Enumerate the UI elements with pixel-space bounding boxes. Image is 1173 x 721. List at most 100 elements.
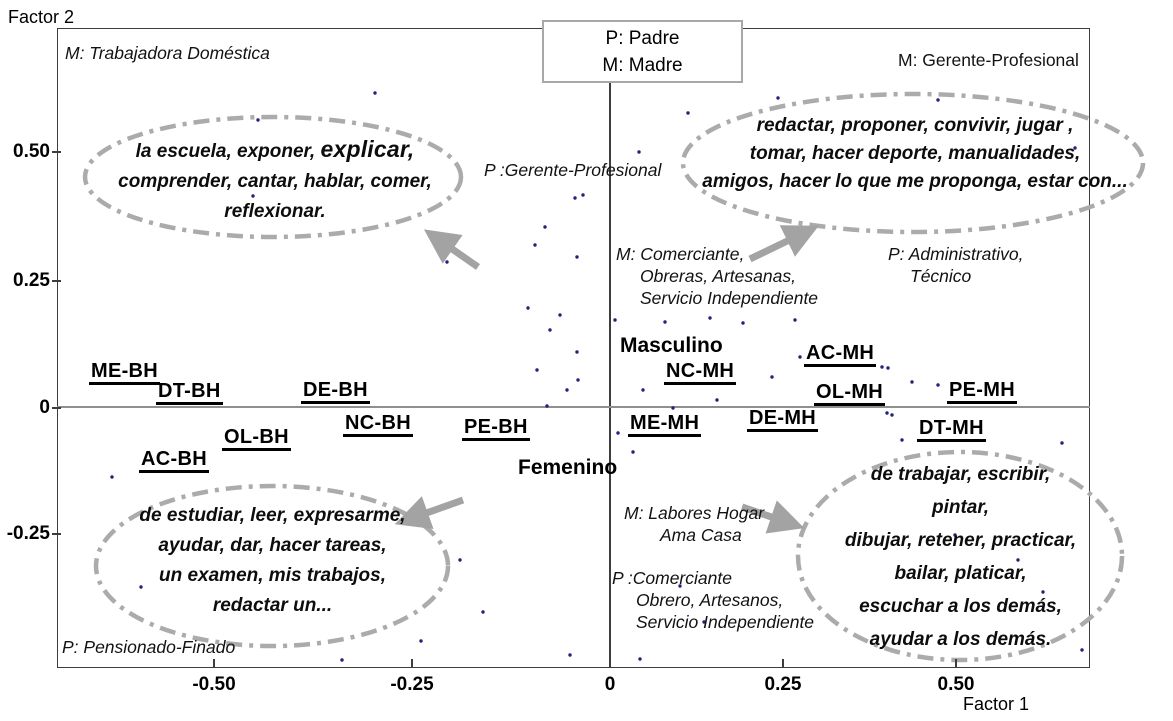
ellipse-text-line: ayudar, dar, hacer tareas,	[110, 531, 435, 561]
text-segment: reflexionar.	[224, 201, 326, 222]
x-tick-mark	[213, 659, 215, 668]
ellipse-text-line: redactar, proponer, convivir, jugar ,	[690, 112, 1140, 140]
annotation-line: P: Pensionado-Finado	[62, 637, 236, 657]
annotation-line: P: Administrativo,	[888, 244, 1024, 264]
point-label-ac-mh: AC-MH	[804, 343, 877, 368]
ellipse-text-line: de estudiar, leer, expresarme,	[110, 501, 435, 531]
ellipse-text-line: tomar, hacer deporte, manualidades,	[690, 140, 1140, 168]
x-tick-mark	[782, 659, 784, 668]
x-tick-mark	[955, 659, 957, 668]
y-tick-mark	[52, 151, 61, 153]
x-tick-mark	[609, 659, 611, 668]
ellipse-bottom-right-text: de trabajar, escribir, pintar, dibujar, re…	[808, 458, 1113, 656]
annotation-line: M: Trabajadora Doméstica	[65, 43, 270, 63]
ellipse-text-line: reflexionar.	[100, 197, 450, 227]
annotation-father-administrative-technical: P: Administrativo, Técnico	[888, 243, 1024, 287]
x-tick-label: 0.50	[937, 674, 975, 695]
text-segment: ayudar a los demás.	[869, 629, 1052, 650]
ellipse-text-line: escuchar a los demás,	[808, 590, 1113, 623]
x-tick-label: -0.25	[390, 674, 434, 695]
text-segment: comprender, cantar, hablar, comer,	[118, 171, 432, 192]
x-tick-mark	[411, 659, 413, 668]
text-segment: bailar, platicar,	[894, 563, 1027, 584]
point-label-me-mh: ME-MH	[628, 413, 702, 438]
ellipse-top-left-text: la escuela, exponer, explicar, comprender…	[100, 134, 450, 227]
point-label-me-bh: ME-BH	[89, 361, 161, 386]
text-segment: de estudiar, leer, expresarme,	[139, 505, 406, 526]
annotation-father-pensioner-deceased: P: Pensionado-Finado	[62, 636, 235, 658]
ellipse-text-line: dibujar, retener, practicar,	[808, 524, 1113, 557]
x-axis-title: Factor 1	[963, 694, 1030, 714]
annotation-line: Ama Casa	[660, 525, 742, 545]
legend-box: P: Padre M: Madre	[542, 20, 743, 83]
annotation-line: M: Comerciante,	[616, 244, 745, 264]
x-tick-label: 0.25	[764, 674, 802, 695]
y-axis-title: Factor 2	[8, 7, 75, 27]
y-tick-label: 0	[39, 397, 50, 418]
ellipse-bottom-left-text: de estudiar, leer, expresarme, ayudar, da…	[110, 501, 435, 621]
point-label-ac-bh: AC-BH	[139, 449, 209, 474]
point-label-nc-bh: NC-BH	[343, 413, 413, 438]
point-label-pe-mh: PE-MH	[947, 380, 1017, 405]
emphasized-word: explicar,	[320, 136, 415, 162]
legend-line-padre: P: Padre	[605, 27, 680, 49]
y-tick-label: 0.50	[13, 141, 50, 162]
y-tick-mark	[52, 407, 61, 409]
annotation-line: Servicio Independiente	[640, 288, 819, 308]
point-label-ol-mh: OL-MH	[814, 382, 886, 407]
text-segment: redactar un...	[212, 595, 333, 616]
vertical-zero-axis	[609, 83, 611, 668]
text-segment: amigos, hacer lo que me proponga, estar …	[702, 171, 1128, 192]
point-label-de-bh: DE-BH	[301, 380, 370, 405]
point-label-dt-bh: DT-BH	[156, 381, 223, 406]
annotation-line: Obrero, Artesanos,	[636, 590, 784, 610]
annotation-line: P :Gerente-Profesional	[484, 160, 662, 180]
point-label-dt-mh: DT-MH	[917, 418, 986, 443]
ellipse-text-line: ayudar a los demás.	[808, 623, 1113, 656]
annotation-mother-manager-professional: M: Gerente-Profesional	[898, 49, 1079, 71]
group-label-femenino: Femenino	[518, 456, 618, 479]
annotation-line: M: Gerente-Profesional	[898, 50, 1079, 70]
text-segment: tomar, hacer deporte, manualidades,	[749, 143, 1081, 164]
ellipse-text-line: bailar, platicar,	[808, 557, 1113, 590]
annotation-line: P :Comerciante	[612, 568, 732, 588]
text-segment: dibujar, retener, practicar,	[844, 530, 1077, 551]
y-tick-label: 0.25	[13, 270, 50, 291]
ellipse-text-line: redactar un...	[110, 591, 435, 621]
annotation-line: Técnico	[910, 266, 972, 286]
y-tick-mark	[52, 280, 61, 282]
ellipse-text-line: un examen, mis trabajos,	[110, 561, 435, 591]
annotation-father-manager-professional: P :Gerente-Profesional	[484, 159, 661, 181]
group-label-masculino: Masculino	[620, 334, 723, 357]
annotation-line: Servicio Independiente	[636, 612, 815, 632]
annotation-line: Obreras, Artesanas,	[640, 266, 796, 286]
annotation-line: M: Labores Hogar	[624, 503, 765, 523]
annotation-mother-housework: M: Labores Hogar Ama Casa	[624, 502, 764, 546]
ellipse-top-right-text: redactar, proponer, convivir, jugar , tom…	[690, 112, 1140, 196]
point-label-de-mh: DE-MH	[747, 408, 819, 433]
horizontal-zero-axis	[57, 406, 1090, 408]
ellipse-text-line: amigos, hacer lo que me proponga, estar …	[690, 168, 1140, 196]
text-segment: la escuela, exponer,	[135, 141, 321, 162]
point-label-nc-mh: NC-MH	[664, 361, 737, 386]
ellipse-text-line: la escuela, exponer, explicar,	[100, 134, 450, 167]
text-segment: de trabajar, escribir,	[870, 464, 1051, 485]
x-tick-label: -0.50	[192, 674, 236, 695]
ellipse-text-line: de trabajar, escribir,	[808, 458, 1113, 491]
annotation-mother-merchant-workers: M: Comerciante, Obreras, Artesanas, Servic…	[616, 243, 818, 309]
text-segment: un examen, mis trabajos,	[158, 565, 387, 586]
annotation-mother-domestic-worker: M: Trabajadora Doméstica	[65, 42, 270, 64]
y-tick-label: -0.25	[6, 523, 50, 544]
legend-line-madre: M: Madre	[602, 54, 683, 76]
annotation-father-merchant-workers: P :Comerciante Obrero, Artesanos, Servicio…	[612, 567, 814, 633]
x-tick-label: 0	[604, 674, 616, 695]
ellipse-text-line: pintar,	[808, 491, 1113, 524]
text-segment: pintar,	[931, 497, 989, 518]
y-tick-mark	[52, 533, 61, 535]
text-segment: redactar, proponer, convivir, jugar ,	[756, 115, 1074, 136]
point-label-ol-bh: OL-BH	[222, 427, 291, 452]
text-segment: escuchar a los demás,	[859, 596, 1062, 617]
text-segment: ayudar, dar, hacer tareas,	[158, 535, 387, 556]
point-label-pe-bh: PE-BH	[462, 417, 530, 442]
